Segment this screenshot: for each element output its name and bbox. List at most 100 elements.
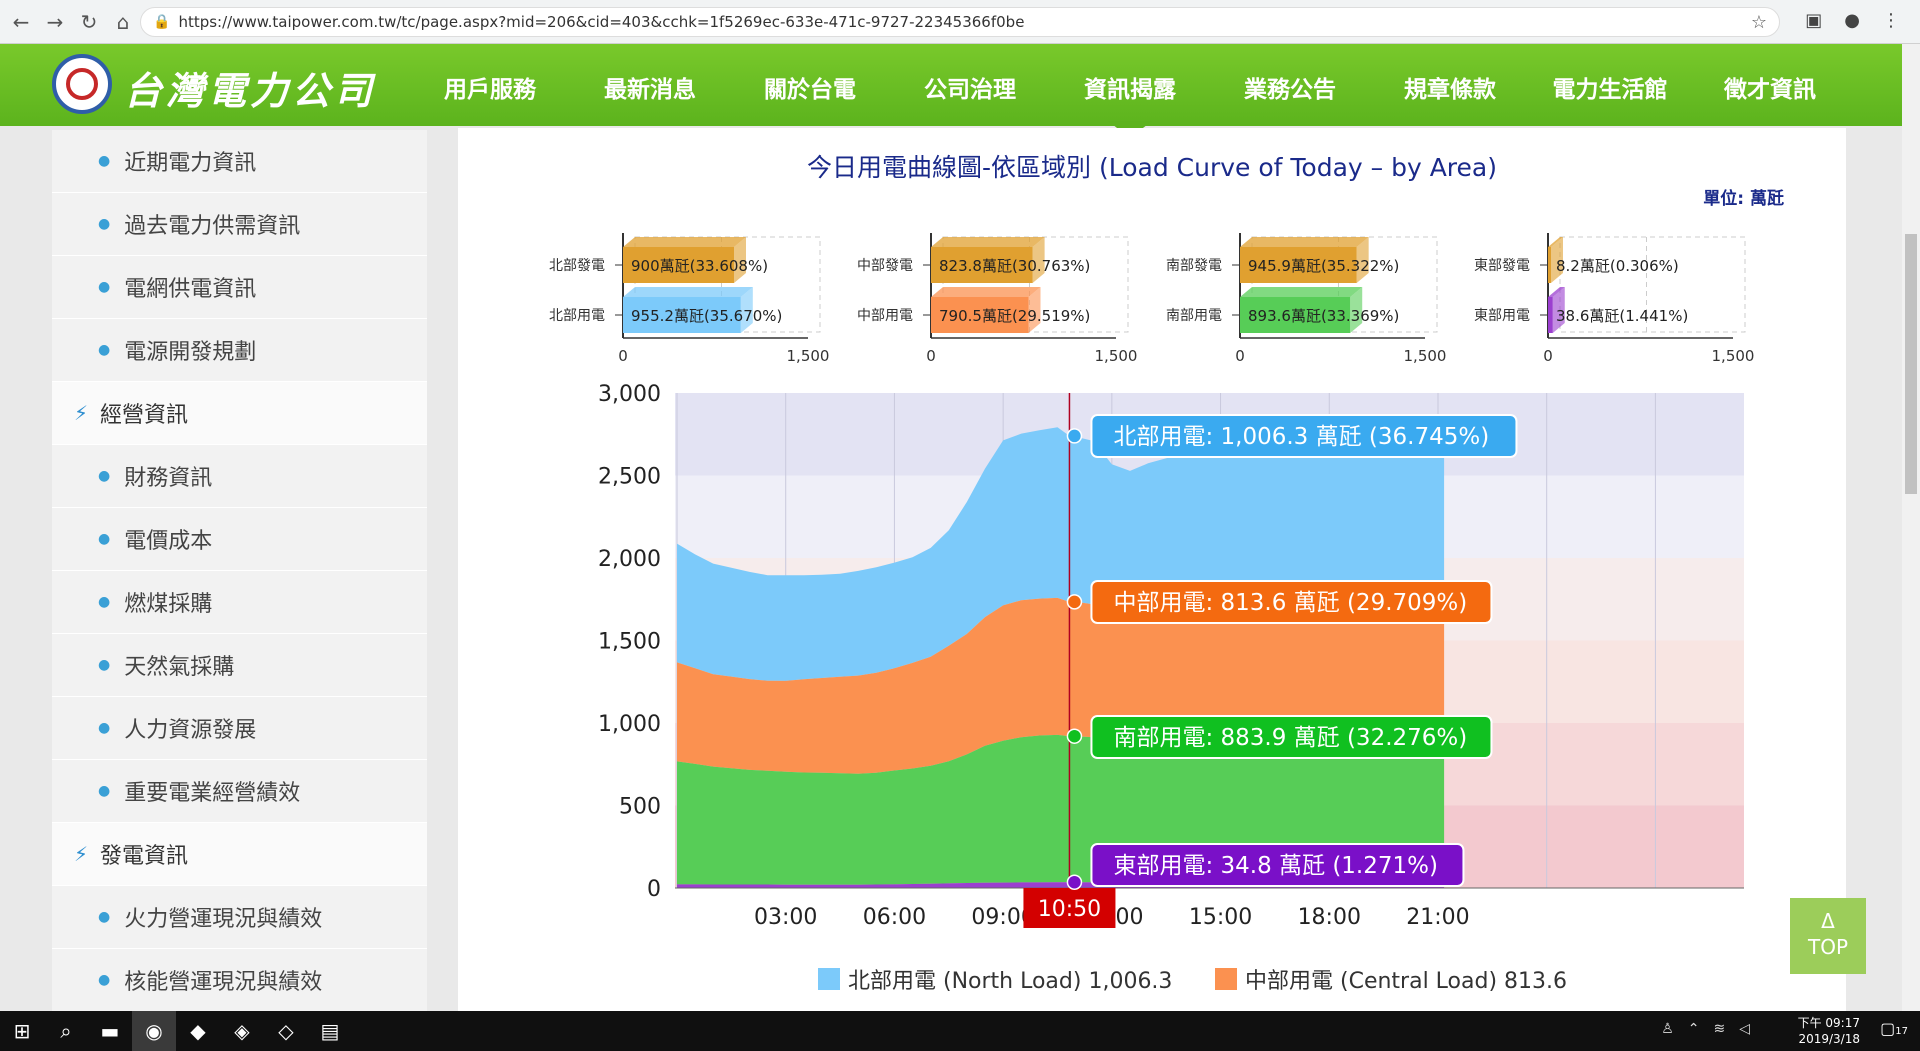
app-icon[interactable]: ◈ — [234, 1019, 250, 1043]
bar-top — [1548, 237, 1563, 247]
sidebar-item[interactable]: ● 電價成本 — [52, 508, 427, 571]
chrome-icon[interactable]: ◉ — [132, 1011, 176, 1051]
bar-tick-label: 0 — [926, 347, 936, 365]
lightning-icon: ⚡ — [74, 842, 89, 866]
sidebar-item[interactable]: ● 人力資源發展 — [52, 697, 427, 760]
search-icon[interactable]: ⌕ — [60, 1019, 72, 1043]
sidebar: ● 近期電力資訊 ● 過去電力供需資訊 ● 電網供電資訊 ● 電源開發規劃 ⚡ 經營資訊 ● 財務資訊… — [52, 130, 427, 1012]
sidebar-item[interactable]: ● 電網供電資訊 — [52, 256, 427, 319]
forward-icon[interactable]: → — [46, 9, 64, 34]
bar-tick-label: 0 — [1235, 347, 1245, 365]
bar-category-label: 南部用電 — [1166, 308, 1222, 324]
bullet-icon: ● — [98, 657, 111, 673]
bar-value-label: 38.6萬瓩(1.441%) — [1556, 307, 1688, 325]
sidebar-item-label: 電網供電資訊 — [124, 277, 257, 302]
nav-item[interactable]: 用戶服務 — [444, 77, 536, 103]
tooltip-label: 中部用電: 813.6 萬瓩 (29.709%) — [1113, 590, 1467, 616]
home-icon[interactable]: ⌂ — [116, 9, 130, 34]
sidebar-item[interactable]: ● 財務資訊 — [52, 445, 427, 508]
sidebar-item[interactable]: ● 天然氣採購 — [52, 634, 427, 697]
notepad-icon[interactable]: ▤ — [320, 1019, 340, 1043]
back-to-top-button[interactable]: Δ TOP — [1790, 898, 1866, 974]
bar-tick-label: 1,500 — [787, 347, 830, 365]
bar-value-label: 945.9萬瓩(35.322%) — [1248, 257, 1399, 275]
nav-item[interactable]: 資訊揭露 — [1050, 70, 1210, 138]
bar-tick-label: 1,500 — [1095, 347, 1138, 365]
sidebar-item[interactable]: ● 近期電力資訊 — [52, 130, 427, 193]
wifi-icon: ≋ — [1713, 1021, 1726, 1037]
sidebar-item[interactable]: ● 過去電力供需資訊 — [52, 193, 427, 256]
nav-item[interactable]: 最新消息 — [604, 77, 696, 103]
clock[interactable]: 下午 09:17 2019/3/18 — [1797, 1016, 1860, 1046]
bullet-icon: ● — [98, 342, 111, 358]
y-tick-label: 2,500 — [598, 465, 661, 490]
app-icon[interactable]: ◇ — [278, 1019, 294, 1043]
extension-icon[interactable]: ▣ — [1805, 10, 1823, 31]
profile-icon[interactable]: ● — [1844, 10, 1860, 31]
bar-side — [1356, 237, 1369, 283]
bullet-icon: ● — [98, 468, 111, 484]
bar-top — [623, 237, 746, 247]
bar-side — [1028, 287, 1041, 333]
address-bar[interactable]: 🔒 https://www.taipower.com.tw/tc/page.as… — [140, 7, 1780, 37]
bar-top — [1240, 287, 1363, 297]
tooltip-label: 南部用電: 883.9 萬瓩 (32.276%) — [1113, 725, 1467, 751]
sidebar-item-label: 核能營運現況與績效 — [124, 970, 323, 995]
sidebar-item[interactable]: ● 火力營運現況與績效 — [52, 886, 427, 949]
file-explorer-icon[interactable]: ▬ — [100, 1019, 120, 1043]
app-icon[interactable]: ◆ — [190, 1019, 206, 1043]
bar — [1240, 297, 1351, 333]
y-tick-label: 1,500 — [598, 630, 661, 655]
nav-item[interactable]: 公司治理 — [924, 77, 1016, 103]
chart-title: 今日用電曲線圖-依區域別 (Load Curve of Today – by A… — [807, 153, 1497, 182]
sidebar-item-label: 經營資訊 — [100, 403, 189, 428]
bar-top — [623, 287, 753, 297]
tooltip-box — [1090, 414, 1518, 458]
bar-side — [1032, 237, 1045, 283]
tooltip-box — [1090, 843, 1465, 887]
bar-side — [734, 237, 746, 283]
bar-category-label: 東部發電 — [1474, 258, 1530, 274]
sidebar-item[interactable]: ● 核能營運現況與績效 — [52, 949, 427, 1012]
back-icon[interactable]: ← — [12, 9, 30, 34]
bar-category-label: 中部發電 — [857, 258, 913, 274]
bullet-icon: ● — [98, 531, 111, 547]
sidebar-item-label: 電源開發規劃 — [124, 340, 257, 365]
sidebar-category[interactable]: ⚡ 發電資訊 — [52, 823, 427, 886]
sidebar-item[interactable]: ● 重要電業經營績效 — [52, 760, 427, 823]
bookmark-star-icon[interactable]: ☆ — [1750, 11, 1767, 33]
bar-category-label: 北部用電 — [549, 308, 605, 324]
page-scrollbar[interactable] — [1902, 44, 1920, 1011]
north-area — [677, 427, 1445, 681]
bar-value-label: 823.8萬瓩(30.763%) — [939, 257, 1090, 275]
nav-item[interactable]: 關於台電 — [764, 77, 856, 103]
tooltip-label: 北部用電: 1,006.3 萬瓩 (36.745%) — [1113, 424, 1489, 450]
bullet-icon: ● — [98, 972, 111, 988]
windows-start-icon[interactable]: ⊞ — [13, 1019, 31, 1043]
bar-value-label: 8.2萬瓩(0.306%) — [1556, 257, 1679, 275]
system-tray[interactable]: ♙ ⌃ ≋ ◁ — [1661, 1021, 1750, 1037]
bar — [623, 297, 741, 333]
nav-item[interactable]: 業務公告 — [1244, 77, 1336, 103]
tooltip-marker — [1066, 594, 1083, 610]
sidebar-item[interactable]: ● 電源開發規劃 — [52, 319, 427, 382]
load-curve-chart: 北部發電 900萬瓩(33.608%) 北部用電 955.2萬瓩(35.670%) 0 1… — [549, 233, 1754, 994]
nav-item[interactable]: 規章條款 — [1404, 77, 1496, 103]
bar-tick-label: 1,500 — [1404, 347, 1447, 365]
nav-item[interactable]: 電力生活館 — [1552, 77, 1668, 103]
sidebar-item-label: 近期電力資訊 — [124, 151, 257, 176]
bar-value-label: 893.6萬瓩(33.369%) — [1248, 307, 1399, 325]
sidebar-item[interactable]: ● 燃煤採購 — [52, 571, 427, 634]
menu-icon[interactable]: ⋮ — [1882, 10, 1900, 31]
tooltip-label: 東部用電: 34.8 萬瓩 (1.271%) — [1113, 853, 1438, 879]
bar-side — [1552, 287, 1565, 333]
taipower-logo[interactable] — [52, 54, 112, 114]
reload-icon[interactable]: ↻ — [80, 9, 98, 34]
nav-item[interactable]: 徵才資訊 — [1724, 77, 1816, 103]
sidebar-category[interactable]: ⚡ 經營資訊 — [52, 382, 427, 445]
sidebar-item-label: 過去電力供需資訊 — [124, 214, 301, 239]
site-brand[interactable]: 台灣電力公司 — [124, 68, 377, 113]
notification-icon[interactable]: ▢17 — [1880, 1019, 1908, 1038]
bar-value-label: 955.2萬瓩(35.670%) — [631, 307, 782, 325]
lightning-icon: ⚡ — [74, 401, 89, 425]
